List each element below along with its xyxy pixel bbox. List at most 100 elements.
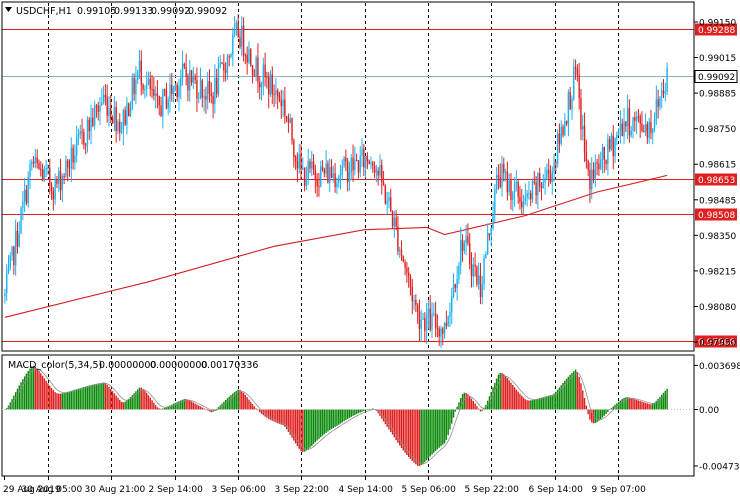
macd-bar (266, 409, 268, 418)
macd-bar (634, 399, 636, 410)
candle (224, 62, 227, 82)
symbol-label[interactable]: USDCHF,H1 (16, 6, 72, 17)
macd-bar (474, 403, 476, 410)
macd-bar (560, 385, 562, 410)
candle (29, 159, 31, 190)
candle (16, 222, 19, 254)
macd-bar (574, 369, 577, 410)
macd-bar (632, 398, 634, 410)
svg-text:0.98508: 0.98508 (698, 211, 735, 221)
macd-bar (363, 409, 365, 412)
candle (318, 172, 320, 197)
macd-bar (300, 409, 302, 452)
macd-bar (395, 409, 397, 441)
candle (174, 83, 177, 92)
macd-bar (296, 409, 299, 447)
macd-bar (176, 402, 178, 410)
macd-bar (562, 382, 564, 410)
candle (655, 85, 658, 126)
macd-bar (436, 409, 439, 450)
candle (345, 149, 347, 172)
candle (666, 62, 668, 95)
macd-bar (275, 409, 277, 423)
candle (501, 155, 503, 197)
candle (486, 223, 489, 256)
candle (307, 148, 309, 186)
candle (598, 154, 600, 176)
macd-bar (126, 400, 128, 410)
macd-bar (495, 378, 498, 410)
macd-bar (425, 409, 428, 461)
macd-bar (454, 409, 457, 412)
macd-bar (63, 392, 65, 410)
candle (468, 232, 471, 270)
macd-bar (203, 408, 205, 410)
horizontal-levels[interactable]: 0.99288 0.98653 0.98508 0.97968 0.99092 (2, 23, 738, 349)
symbol-dropdown-icon[interactable] (5, 7, 12, 12)
macd-bar (128, 398, 130, 410)
macd-bar (72, 390, 74, 410)
candle (596, 158, 598, 176)
candle (327, 160, 329, 184)
macd-bar (580, 383, 582, 410)
macd-bar (538, 398, 541, 410)
price-tick-label: 0.99015 (699, 54, 736, 64)
signal-line (4, 368, 668, 465)
macd-bar (140, 387, 143, 410)
macd-bar (131, 395, 134, 410)
candle (431, 302, 433, 338)
candles[interactable] (4, 14, 668, 348)
macd-bar (339, 409, 342, 424)
macd-bar (99, 383, 101, 410)
macd-bar (391, 409, 394, 435)
candle (113, 96, 116, 132)
time-tick-label: 6 Sep 14:00 (529, 485, 584, 495)
candle (49, 158, 51, 195)
macd-bar (314, 409, 317, 443)
candle (83, 128, 85, 150)
candle (296, 152, 299, 183)
macd-bar (276, 409, 279, 424)
macd-bar (147, 395, 150, 410)
candle (519, 186, 521, 210)
macd-bar (41, 375, 44, 410)
macd-bar (653, 402, 656, 410)
macd-bar (136, 389, 139, 410)
candle (77, 128, 80, 146)
macd-bar (415, 409, 417, 465)
candle (607, 133, 609, 176)
candle (589, 162, 591, 204)
macd-bar (282, 409, 284, 426)
candle (601, 143, 604, 174)
candle (262, 57, 265, 96)
macd-bar (508, 380, 510, 410)
macd-bar (591, 409, 593, 423)
candle (521, 189, 523, 215)
macd-bar (303, 409, 306, 452)
macd-pane-border (1, 354, 695, 477)
macd-bar (86, 385, 89, 410)
macd-bar (316, 409, 318, 441)
candle (626, 94, 629, 139)
macd-bar (185, 399, 187, 410)
macd-bar (603, 409, 606, 416)
macd-bar (68, 391, 71, 410)
time-tick-label: 2 Sep 14:00 (149, 485, 204, 495)
macd-bar (284, 409, 286, 427)
macd-bar (58, 393, 60, 410)
macd-bar (386, 409, 388, 427)
macd-bar (501, 373, 503, 410)
macd-bar (70, 390, 73, 410)
macd-bar (262, 409, 265, 416)
macd-bar (551, 394, 553, 410)
candle (194, 73, 196, 85)
candle (149, 71, 151, 97)
macd-bar (330, 409, 333, 430)
macd-bar (215, 408, 218, 410)
candle (537, 172, 539, 210)
candle (397, 215, 399, 256)
candle (610, 132, 613, 151)
macd-bar (135, 391, 137, 410)
